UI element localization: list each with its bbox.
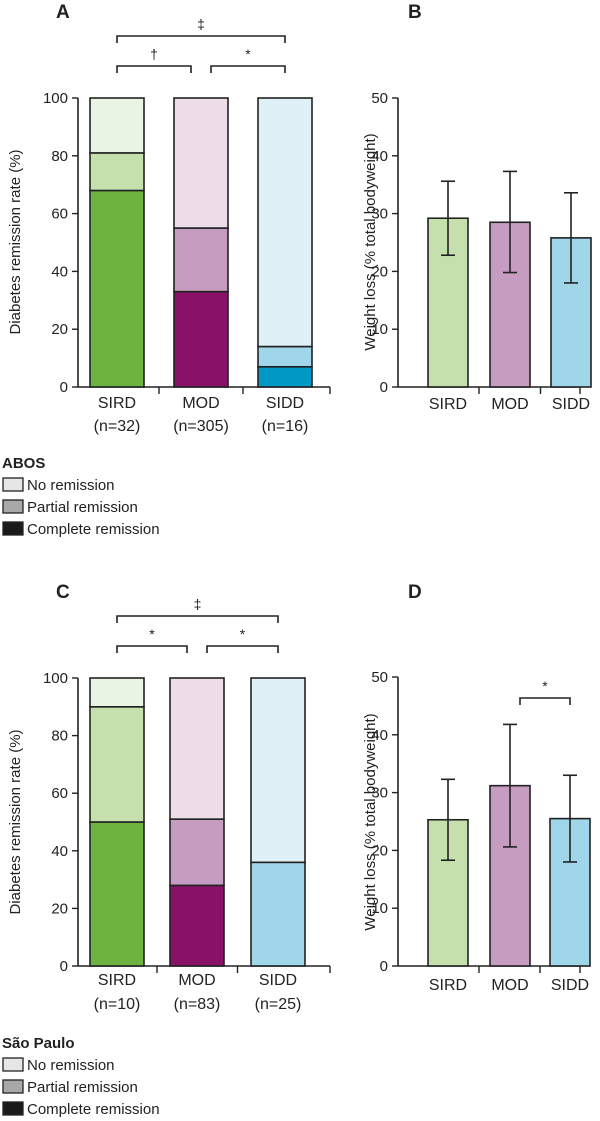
legend-1-label: No remission xyxy=(27,477,115,494)
legend-1-label: Complete remission xyxy=(27,521,160,538)
panel-a-bar-sird-partial-remission xyxy=(89,152,145,192)
panel-c-category-n-label: (n=83) xyxy=(174,996,221,1013)
legend-1-title: ABOS xyxy=(2,455,45,472)
legend-1-label: Partial remission xyxy=(27,499,138,516)
panel-a-significance-label: † xyxy=(150,46,158,62)
panel-c-y-tick-label: 60 xyxy=(51,785,68,802)
panel-d-y-tick-label: 40 xyxy=(371,727,388,744)
panel-c-bar-mod-partial-remission xyxy=(169,818,225,887)
panel-c-significance-label: ‡ xyxy=(194,596,202,612)
panel-a-y-tick-label: 0 xyxy=(60,379,68,396)
panel-c-bar-sird-no-remission xyxy=(89,677,145,708)
panel-d-letter: D xyxy=(408,582,422,603)
panel-b-y-tick-label: 20 xyxy=(371,263,388,280)
panel-b-y-tick-label: 10 xyxy=(371,321,388,338)
panel-a-bar-sird-no-remission xyxy=(89,97,145,154)
legend-2-label: Complete remission xyxy=(27,1101,160,1118)
panel-c-y-tick-label: 20 xyxy=(51,900,68,917)
panel-c-y-tick-label: 100 xyxy=(43,670,68,687)
panel-c-y-axis-label: Diabetes remission rate (%) xyxy=(7,729,24,914)
panel-b-category-label: SIRD xyxy=(429,396,467,413)
panel-a-category-label: SIRD xyxy=(98,395,136,412)
panel-a-letter: A xyxy=(56,2,70,23)
legend-2-label: No remission xyxy=(27,1057,115,1074)
panel-a-bar-mod-partial-remission xyxy=(173,227,229,293)
panel-a-significance-bracket xyxy=(116,65,192,73)
legend-2-title: São Paulo xyxy=(2,1035,75,1052)
panel-c-bar-mod-complete-remission xyxy=(169,884,225,967)
legend-1-swatch xyxy=(2,477,24,492)
panel-b-y-tick-label: 0 xyxy=(380,379,388,396)
panel-d-category-label: MOD xyxy=(491,977,528,994)
panel-c-significance-bracket xyxy=(206,645,279,653)
panel-c-category-label: SIRD xyxy=(98,972,136,989)
panel-d-y-tick-label: 20 xyxy=(371,842,388,859)
panel-a-bar-mod-complete-remission xyxy=(173,290,229,388)
panel-a-y-tick-label: 80 xyxy=(51,148,68,165)
panel-b-y-tick-label: 50 xyxy=(371,90,388,107)
panel-a-y-tick-label: 20 xyxy=(51,321,68,338)
panel-b-category-label: MOD xyxy=(491,396,528,413)
panel-c-bar-mod-no-remission xyxy=(169,677,225,820)
legend-2-swatch xyxy=(2,1057,24,1072)
panel-a-significance-bracket xyxy=(210,65,286,73)
legend-1-swatch xyxy=(2,499,24,514)
legend-2-swatch xyxy=(2,1101,24,1116)
panel-c-y-tick-label: 40 xyxy=(51,843,68,860)
panel-c-bar-sird-complete-remission xyxy=(89,821,145,967)
panel-d-y-tick-label: 10 xyxy=(371,900,388,917)
legend-1-swatch xyxy=(2,521,24,536)
panel-c-significance-label: * xyxy=(240,626,246,642)
panel-d-y-tick-label: 0 xyxy=(380,958,388,975)
panel-c-category-label: MOD xyxy=(178,972,215,989)
panel-a-y-axis-label: Diabetes remission rate (%) xyxy=(7,149,24,334)
panel-a-category-n-label: (n=32) xyxy=(94,418,141,435)
panel-c-significance-label: * xyxy=(149,626,155,642)
panel-a-y-tick-label: 100 xyxy=(43,90,68,107)
panel-d-significance-bracket xyxy=(519,697,571,705)
legend-2-swatch xyxy=(2,1079,24,1094)
panel-c-category-n-label: (n=10) xyxy=(94,996,141,1013)
panel-d-y-tick-label: 30 xyxy=(371,785,388,802)
legend-2-label: Partial remission xyxy=(27,1079,138,1096)
panel-c-y-tick-label: 0 xyxy=(60,958,68,975)
panel-c-y-tick-label: 80 xyxy=(51,728,68,745)
panel-b-y-tick-label: 40 xyxy=(371,148,388,165)
panel-a-significance-label: ‡ xyxy=(197,16,205,32)
panel-c-bar-sird-partial-remission xyxy=(89,705,145,823)
panel-a-category-n-label: (n=16) xyxy=(262,418,309,435)
panel-a-bar-sird-complete-remission xyxy=(89,189,145,388)
panel-c-bar-sidd-partial-remission xyxy=(250,861,306,967)
panel-a-bar-mod-no-remission xyxy=(173,97,229,229)
panel-c-significance-bracket xyxy=(116,615,279,623)
panel-d-category-label: SIRD xyxy=(429,977,467,994)
panel-a-significance-bracket xyxy=(116,35,286,43)
panel-d-y-tick-label: 50 xyxy=(371,669,388,686)
panel-a-y-tick-label: 40 xyxy=(51,263,68,280)
panel-d-y-axis-label: Weight loss (% total bodyweight) xyxy=(362,713,379,930)
panel-a-bar-sidd-complete-remission xyxy=(257,365,313,388)
panel-b-y-tick-label: 30 xyxy=(371,206,388,223)
panel-c-category-label: SIDD xyxy=(259,972,297,989)
panel-a-category-label: SIDD xyxy=(266,395,304,412)
panel-c-significance-bracket xyxy=(116,645,188,653)
panel-a-bar-sidd-no-remission xyxy=(257,97,313,348)
panel-a-category-label: MOD xyxy=(182,395,219,412)
panel-c-letter: C xyxy=(56,582,70,603)
panel-a-significance-label: * xyxy=(245,46,251,62)
panel-c-bar-sidd-no-remission xyxy=(250,677,306,864)
panel-d-significance-label: * xyxy=(542,678,548,694)
panel-b-y-axis-label: Weight loss (% total bodyweight) xyxy=(362,133,379,350)
panel-a-category-n-label: (n=305) xyxy=(173,418,229,435)
panel-b-letter: B xyxy=(408,2,422,23)
panel-b-category-label: SIDD xyxy=(552,396,590,413)
panel-a-bar-sidd-partial-remission xyxy=(257,345,313,368)
panel-a-y-tick-label: 60 xyxy=(51,206,68,223)
panel-d-category-label: SIDD xyxy=(551,977,589,994)
panel-c-category-n-label: (n=25) xyxy=(255,996,302,1013)
